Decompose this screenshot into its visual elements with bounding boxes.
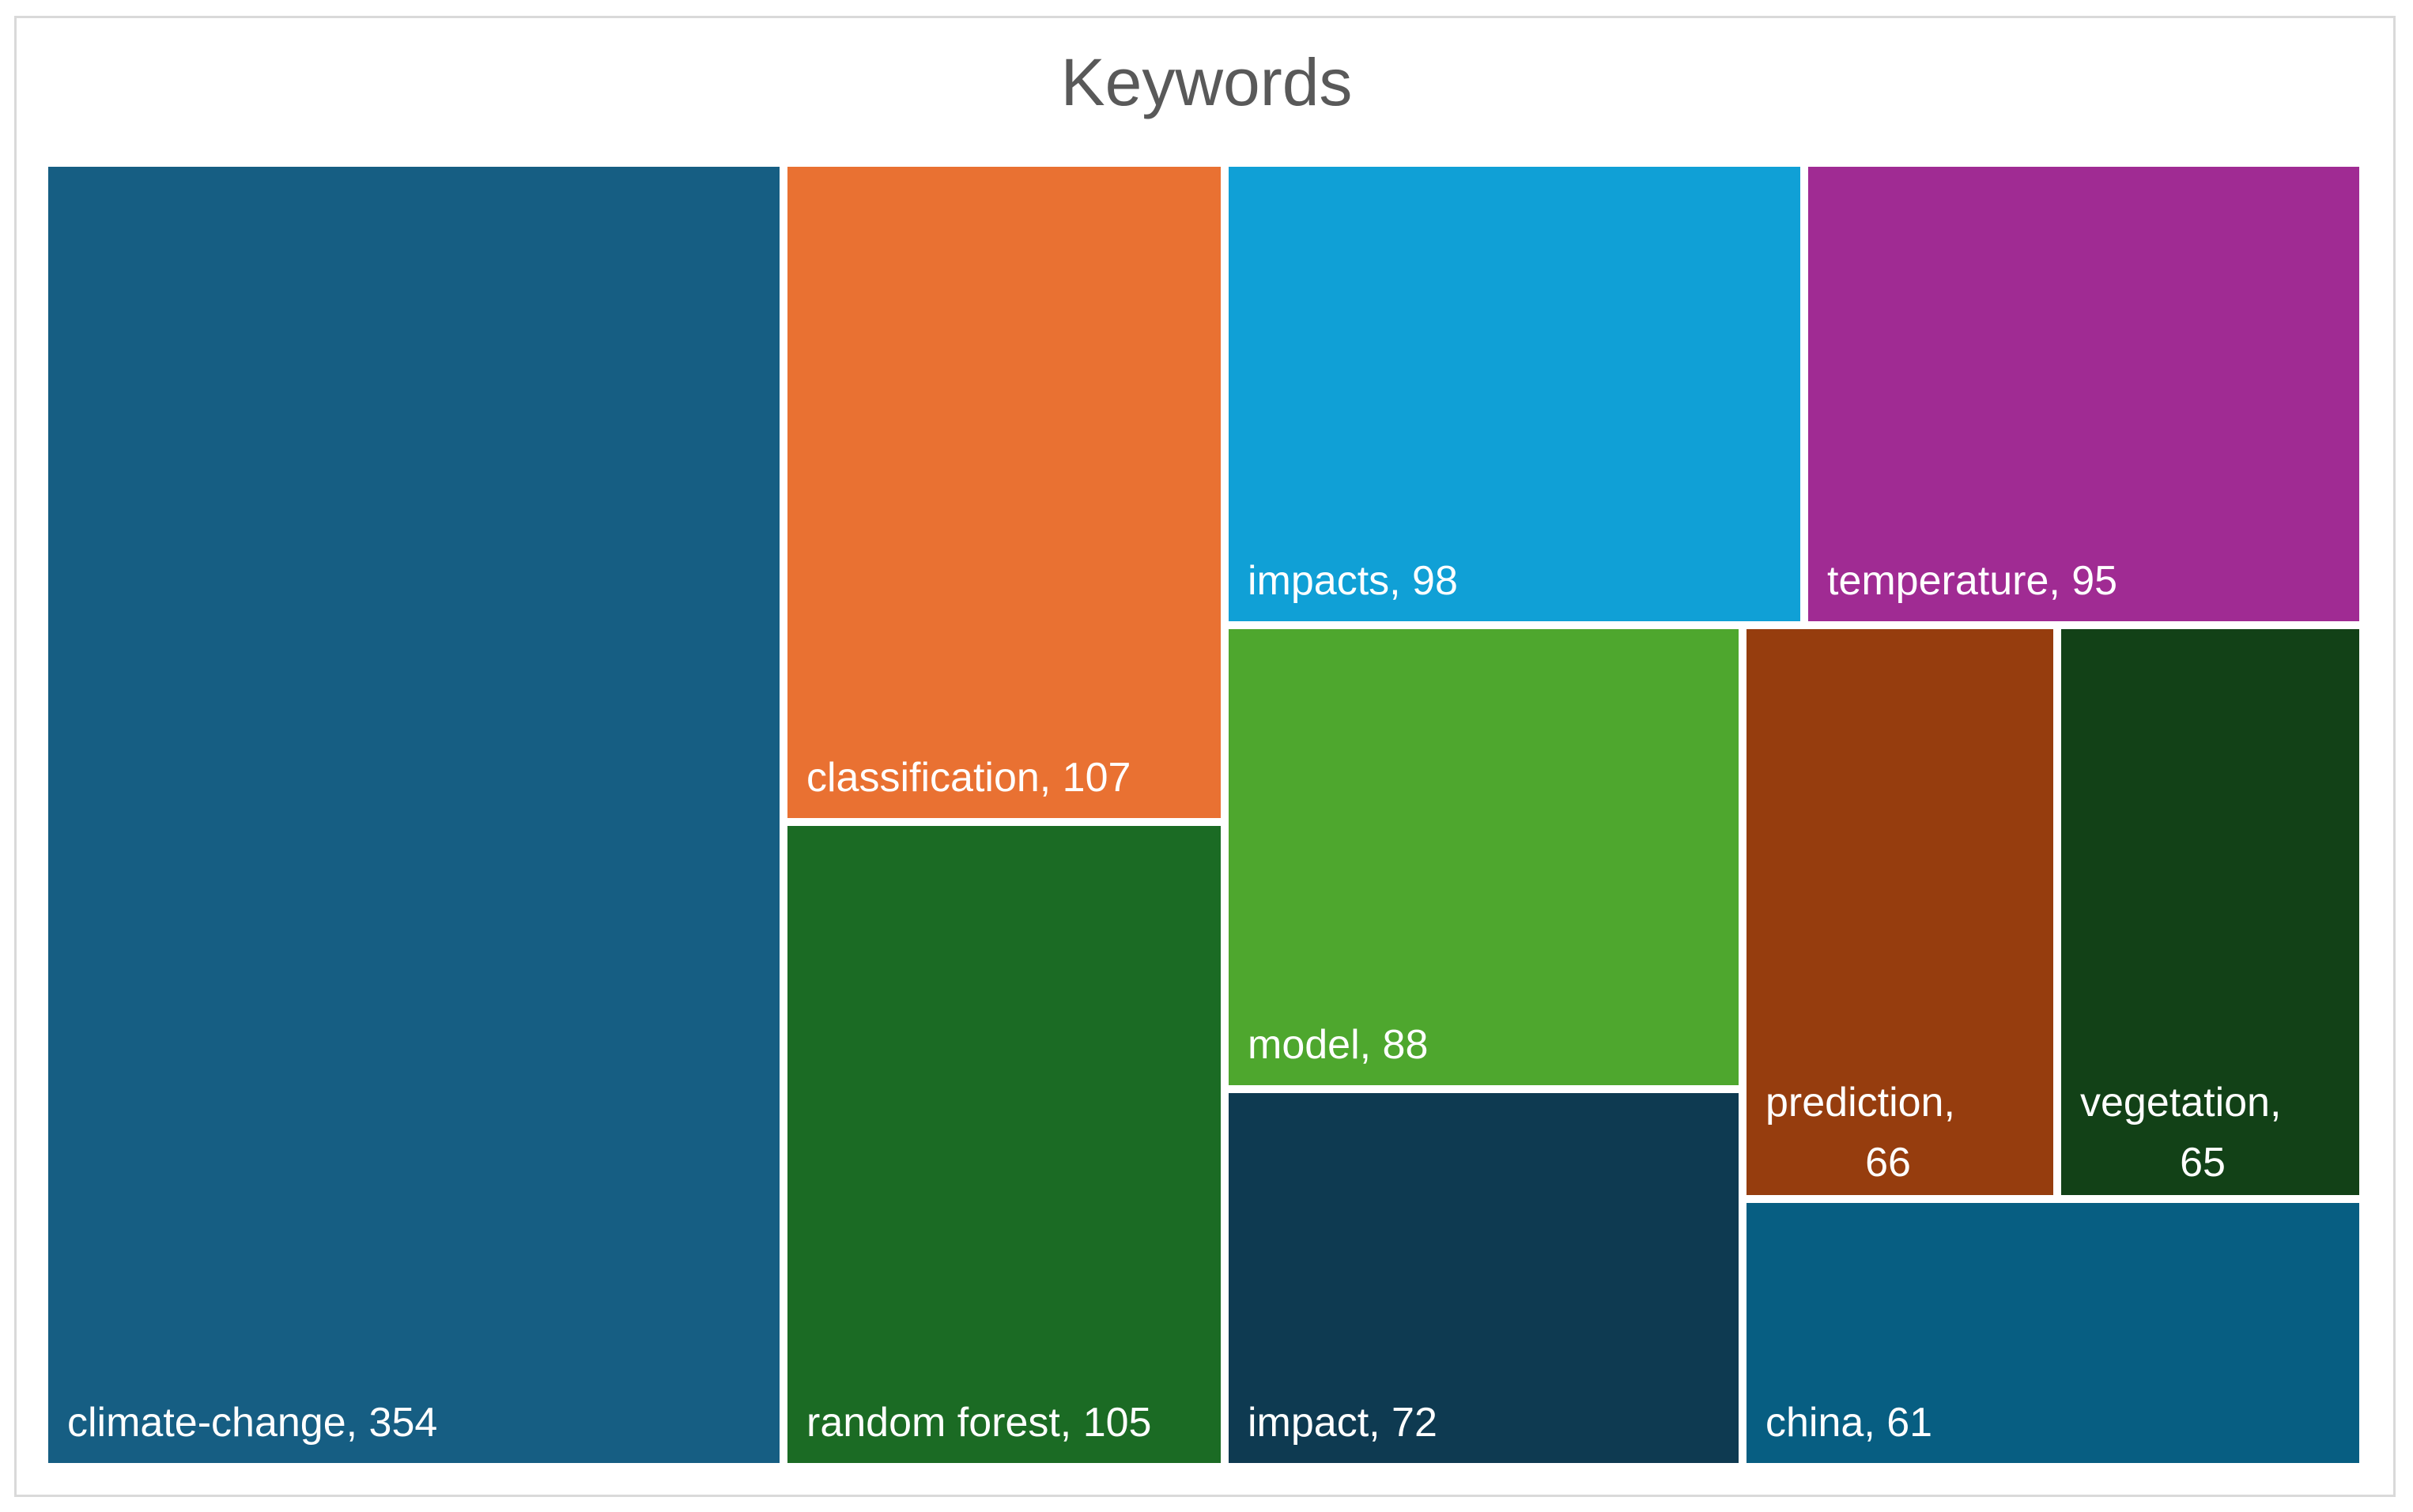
tile-rect-model xyxy=(1229,629,1739,1085)
tile-impacts: impacts, 98 xyxy=(1229,167,1800,621)
tile-rect-impact xyxy=(1229,1093,1739,1463)
tile-label-vegetation: vegetation, xyxy=(2080,1080,2281,1126)
tile-label-classification: classification, 107 xyxy=(806,755,1131,801)
tile-value-prediction: 66 xyxy=(1865,1140,1911,1186)
tile-impact: impact, 72 xyxy=(1229,1093,1739,1463)
tile-vegetation: vegetation, 65 xyxy=(2061,629,2359,1195)
tile-rect-prediction xyxy=(1746,629,2053,1195)
tile-rect-random-forest xyxy=(787,826,1221,1463)
tile-label-model: model, 88 xyxy=(1248,1022,1428,1068)
tile-rect-impacts xyxy=(1229,167,1800,621)
tile-label-random-forest: random forest, 105 xyxy=(806,1400,1151,1446)
tile-label-china: china, 61 xyxy=(1765,1400,1932,1446)
tile-rect-temperature xyxy=(1808,167,2359,621)
tile-label-prediction: prediction, xyxy=(1765,1080,1955,1126)
chart-title: Keywords xyxy=(1060,45,1353,119)
tile-prediction: prediction, 66 xyxy=(1746,629,2053,1195)
tile-rect-classification xyxy=(787,167,1221,818)
tile-rect-vegetation xyxy=(2061,629,2359,1195)
tile-rect-china xyxy=(1746,1203,2359,1463)
tile-label-temperature: temperature, 95 xyxy=(1827,558,2117,604)
tile-classification: classification, 107 xyxy=(787,167,1221,818)
tile-label-impacts: impacts, 98 xyxy=(1248,558,1458,604)
tile-label-climate-change: climate-change, 354 xyxy=(67,1400,437,1446)
tile-random-forest: random forest, 105 xyxy=(787,826,1221,1463)
tile-label-impact: impact, 72 xyxy=(1248,1400,1437,1446)
tile-china: china, 61 xyxy=(1746,1203,2359,1463)
tile-temperature: temperature, 95 xyxy=(1808,167,2359,621)
tile-climate-change: climate-change, 354 xyxy=(48,167,780,1463)
tile-model: model, 88 xyxy=(1229,629,1739,1085)
tile-rect-climate-change xyxy=(48,167,780,1463)
tile-value-vegetation: 65 xyxy=(2180,1140,2226,1186)
